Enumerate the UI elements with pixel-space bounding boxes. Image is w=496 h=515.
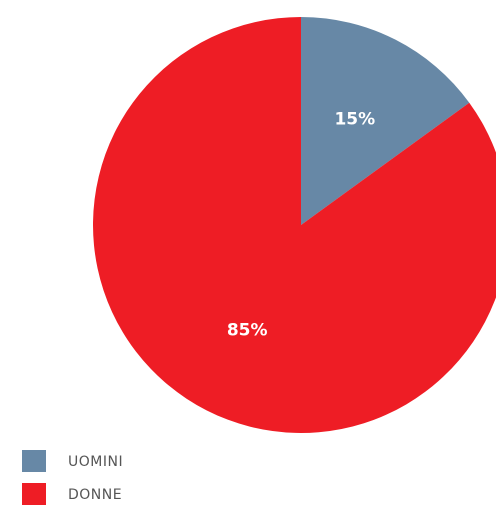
value-label: 15% xyxy=(334,109,375,129)
legend-label: DONNE xyxy=(68,487,122,503)
legend-swatch xyxy=(22,483,46,505)
pie-slice xyxy=(301,17,470,225)
value-label: 85% xyxy=(227,321,268,341)
legend-swatch xyxy=(22,450,46,472)
pie-slice xyxy=(93,17,496,433)
legend-label: UOMINI xyxy=(68,454,123,470)
